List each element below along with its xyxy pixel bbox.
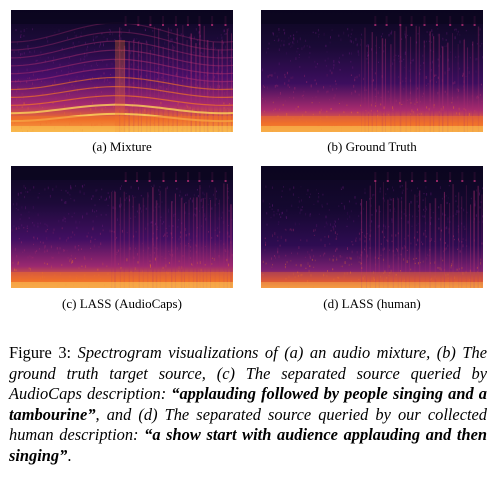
spectrogram-lass-human bbox=[261, 166, 483, 288]
caption-end: . bbox=[67, 445, 72, 465]
spectrogram-ground-truth bbox=[261, 10, 483, 132]
figure-label: Figure 3: bbox=[9, 343, 72, 362]
caption-text-part1: Spectrogram visualizations of (a) an aud… bbox=[9, 343, 487, 403]
spectrogram-ground-truth-image bbox=[261, 10, 483, 132]
figure-caption: Figure 3: Spectrogram visualizations of … bbox=[9, 343, 487, 466]
subcaption-ground-truth: (b) Ground Truth bbox=[327, 139, 417, 154]
spectrogram-lass-audiocaps bbox=[11, 166, 233, 288]
subcaption-lass-human: (d) LASS (human) bbox=[323, 296, 421, 311]
subcaption-mixture: (a) Mixture bbox=[92, 139, 152, 154]
caption-text-part2: , and (d) The separated source queried b… bbox=[9, 404, 487, 445]
spectrogram-mixture bbox=[11, 10, 233, 132]
spectrogram-mixture-image bbox=[11, 10, 233, 132]
spectrogram-lass-audiocaps-image bbox=[11, 166, 233, 288]
caption-quote-human: “a show start with audience applauding a… bbox=[9, 425, 487, 465]
subcaption-lass-audiocaps: (c) LASS (AudioCaps) bbox=[62, 296, 182, 311]
caption-quote-audiocaps: “applauding followed by people singing a… bbox=[9, 384, 487, 424]
spectrogram-lass-human-image bbox=[261, 166, 483, 288]
